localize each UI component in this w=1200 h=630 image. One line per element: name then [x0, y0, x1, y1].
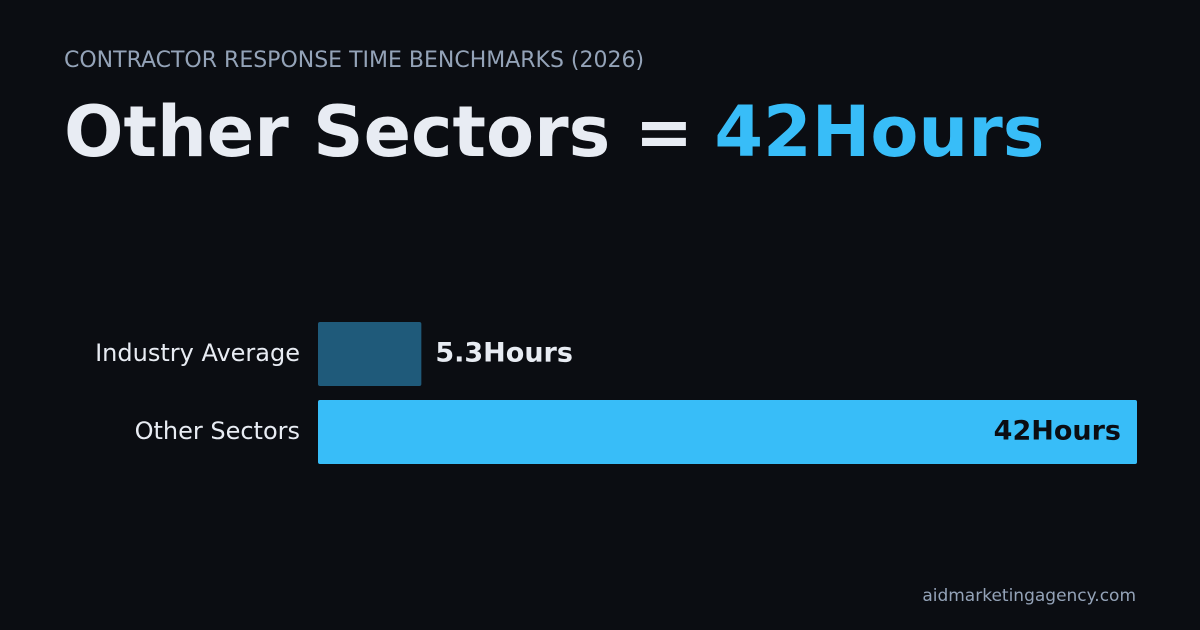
- footer: aidmarketingagency.com: [922, 586, 1136, 606]
- title-text: Other Sectors =: [64, 91, 693, 173]
- bar: [318, 322, 422, 386]
- category-label: Other Sectors: [135, 417, 300, 445]
- value-label: 42Hours: [994, 416, 1121, 447]
- bar: [318, 400, 1137, 464]
- title-highlight: 42Hours: [714, 91, 1044, 173]
- category-label: Industry Average: [95, 339, 300, 367]
- chart-subtitle: CONTRACTOR RESPONSE TIME BENCHMARKS (202…: [64, 48, 644, 73]
- chart-title: Other Sectors = 42Hours: [64, 91, 1044, 173]
- value-label: 5.3Hours: [435, 338, 573, 369]
